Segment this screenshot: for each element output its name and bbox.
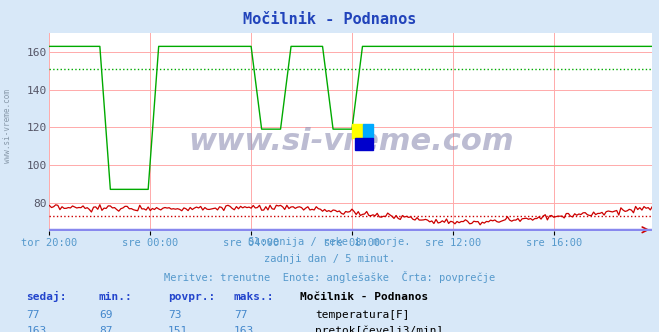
- Text: Meritve: trenutne  Enote: anglešaške  Črta: povprečje: Meritve: trenutne Enote: anglešaške Črta…: [164, 271, 495, 283]
- Text: Slovenija / reke in morje.: Slovenija / reke in morje.: [248, 237, 411, 247]
- Text: 87: 87: [99, 326, 112, 332]
- Text: Močilnik - Podnanos: Močilnik - Podnanos: [243, 12, 416, 27]
- Text: temperatura[F]: temperatura[F]: [315, 310, 409, 320]
- Text: 151: 151: [168, 326, 188, 332]
- Text: 69: 69: [99, 310, 112, 320]
- Bar: [352, 124, 363, 138]
- Text: maks.:: maks.:: [234, 292, 274, 302]
- Bar: [363, 124, 373, 138]
- Text: www.si-vreme.com: www.si-vreme.com: [188, 127, 514, 156]
- Text: sedaj:: sedaj:: [26, 291, 67, 302]
- Text: pretok[čevelj3/min]: pretok[čevelj3/min]: [315, 325, 444, 332]
- Text: povpr.:: povpr.:: [168, 292, 215, 302]
- Text: zadnji dan / 5 minut.: zadnji dan / 5 minut.: [264, 254, 395, 264]
- Text: 163: 163: [26, 326, 47, 332]
- Text: Močilnik - Podnanos: Močilnik - Podnanos: [300, 292, 428, 302]
- Text: 163: 163: [234, 326, 254, 332]
- Text: 73: 73: [168, 310, 181, 320]
- Text: www.si-vreme.com: www.si-vreme.com: [3, 89, 13, 163]
- Text: min.:: min.:: [99, 292, 132, 302]
- Text: 77: 77: [234, 310, 247, 320]
- Text: 77: 77: [26, 310, 40, 320]
- Bar: [355, 138, 373, 150]
